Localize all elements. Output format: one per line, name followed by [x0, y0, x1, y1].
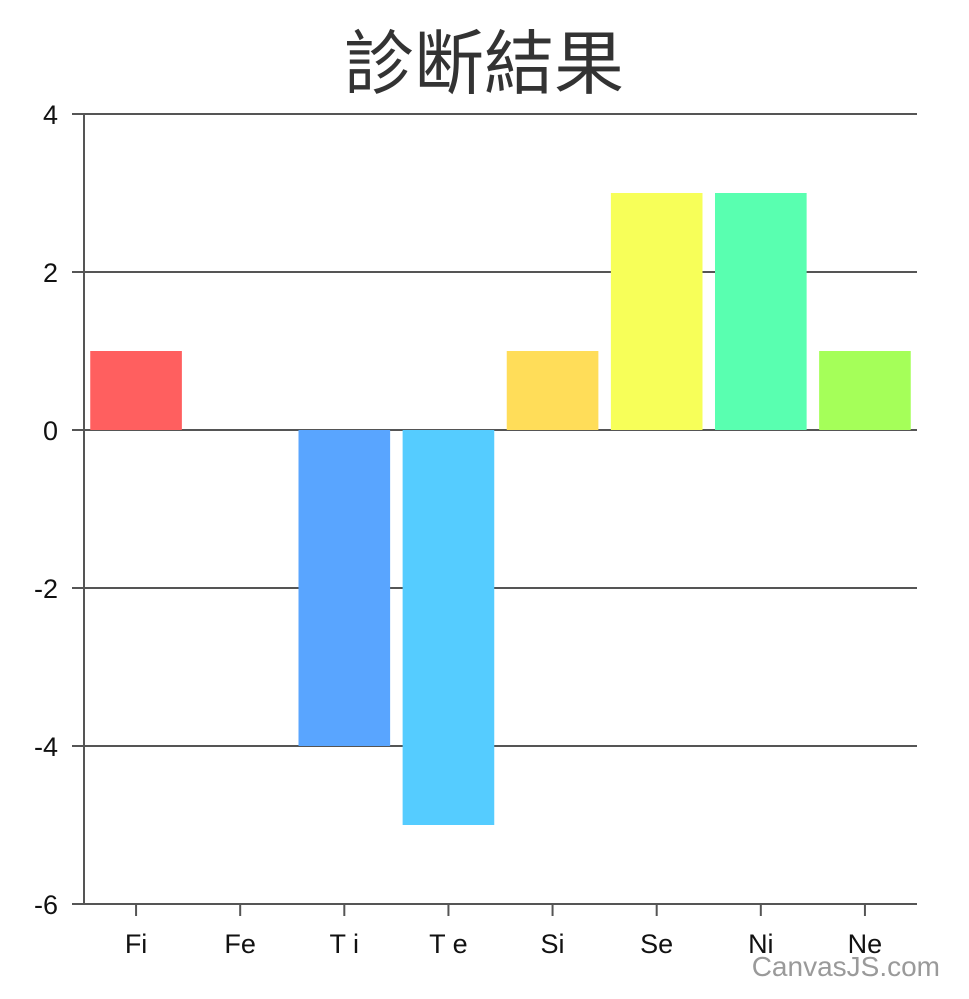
x-tick-label: Ni: [748, 929, 774, 959]
bar[interactable]: [90, 351, 182, 430]
y-tick-label: 4: [43, 100, 58, 130]
y-tick-label: 0: [43, 416, 58, 446]
y-tick-label: -4: [34, 732, 58, 762]
bar[interactable]: [402, 430, 495, 825]
x-tick-label: Fi: [125, 929, 148, 959]
x-tick-label: T e: [429, 929, 468, 959]
chart-title: 診断結果: [344, 23, 624, 105]
bar[interactable]: [714, 193, 807, 430]
x-tick-label: Se: [640, 929, 673, 959]
bar[interactable]: [610, 193, 703, 430]
y-tick-label: -2: [34, 574, 58, 604]
bars: [90, 193, 911, 825]
bar[interactable]: [298, 430, 391, 746]
x-axis-ticks: Fi Fe T i T e Si Se Ni Ne: [125, 904, 882, 959]
y-tick-label: 2: [43, 258, 58, 288]
y-tick-label: -6: [34, 890, 58, 920]
axes: [83, 114, 917, 905]
x-tick-label: Si: [541, 929, 565, 959]
x-tick-label: T i: [330, 929, 360, 959]
x-tick-label: Ne: [848, 929, 883, 959]
bar[interactable]: [506, 351, 599, 430]
bar[interactable]: [819, 351, 911, 430]
x-tick-label: Fe: [224, 929, 256, 959]
credit-link[interactable]: CanvasJS.com: [752, 951, 940, 982]
y-axis-ticks: -6 -4 -2 0 2 4: [34, 100, 84, 920]
